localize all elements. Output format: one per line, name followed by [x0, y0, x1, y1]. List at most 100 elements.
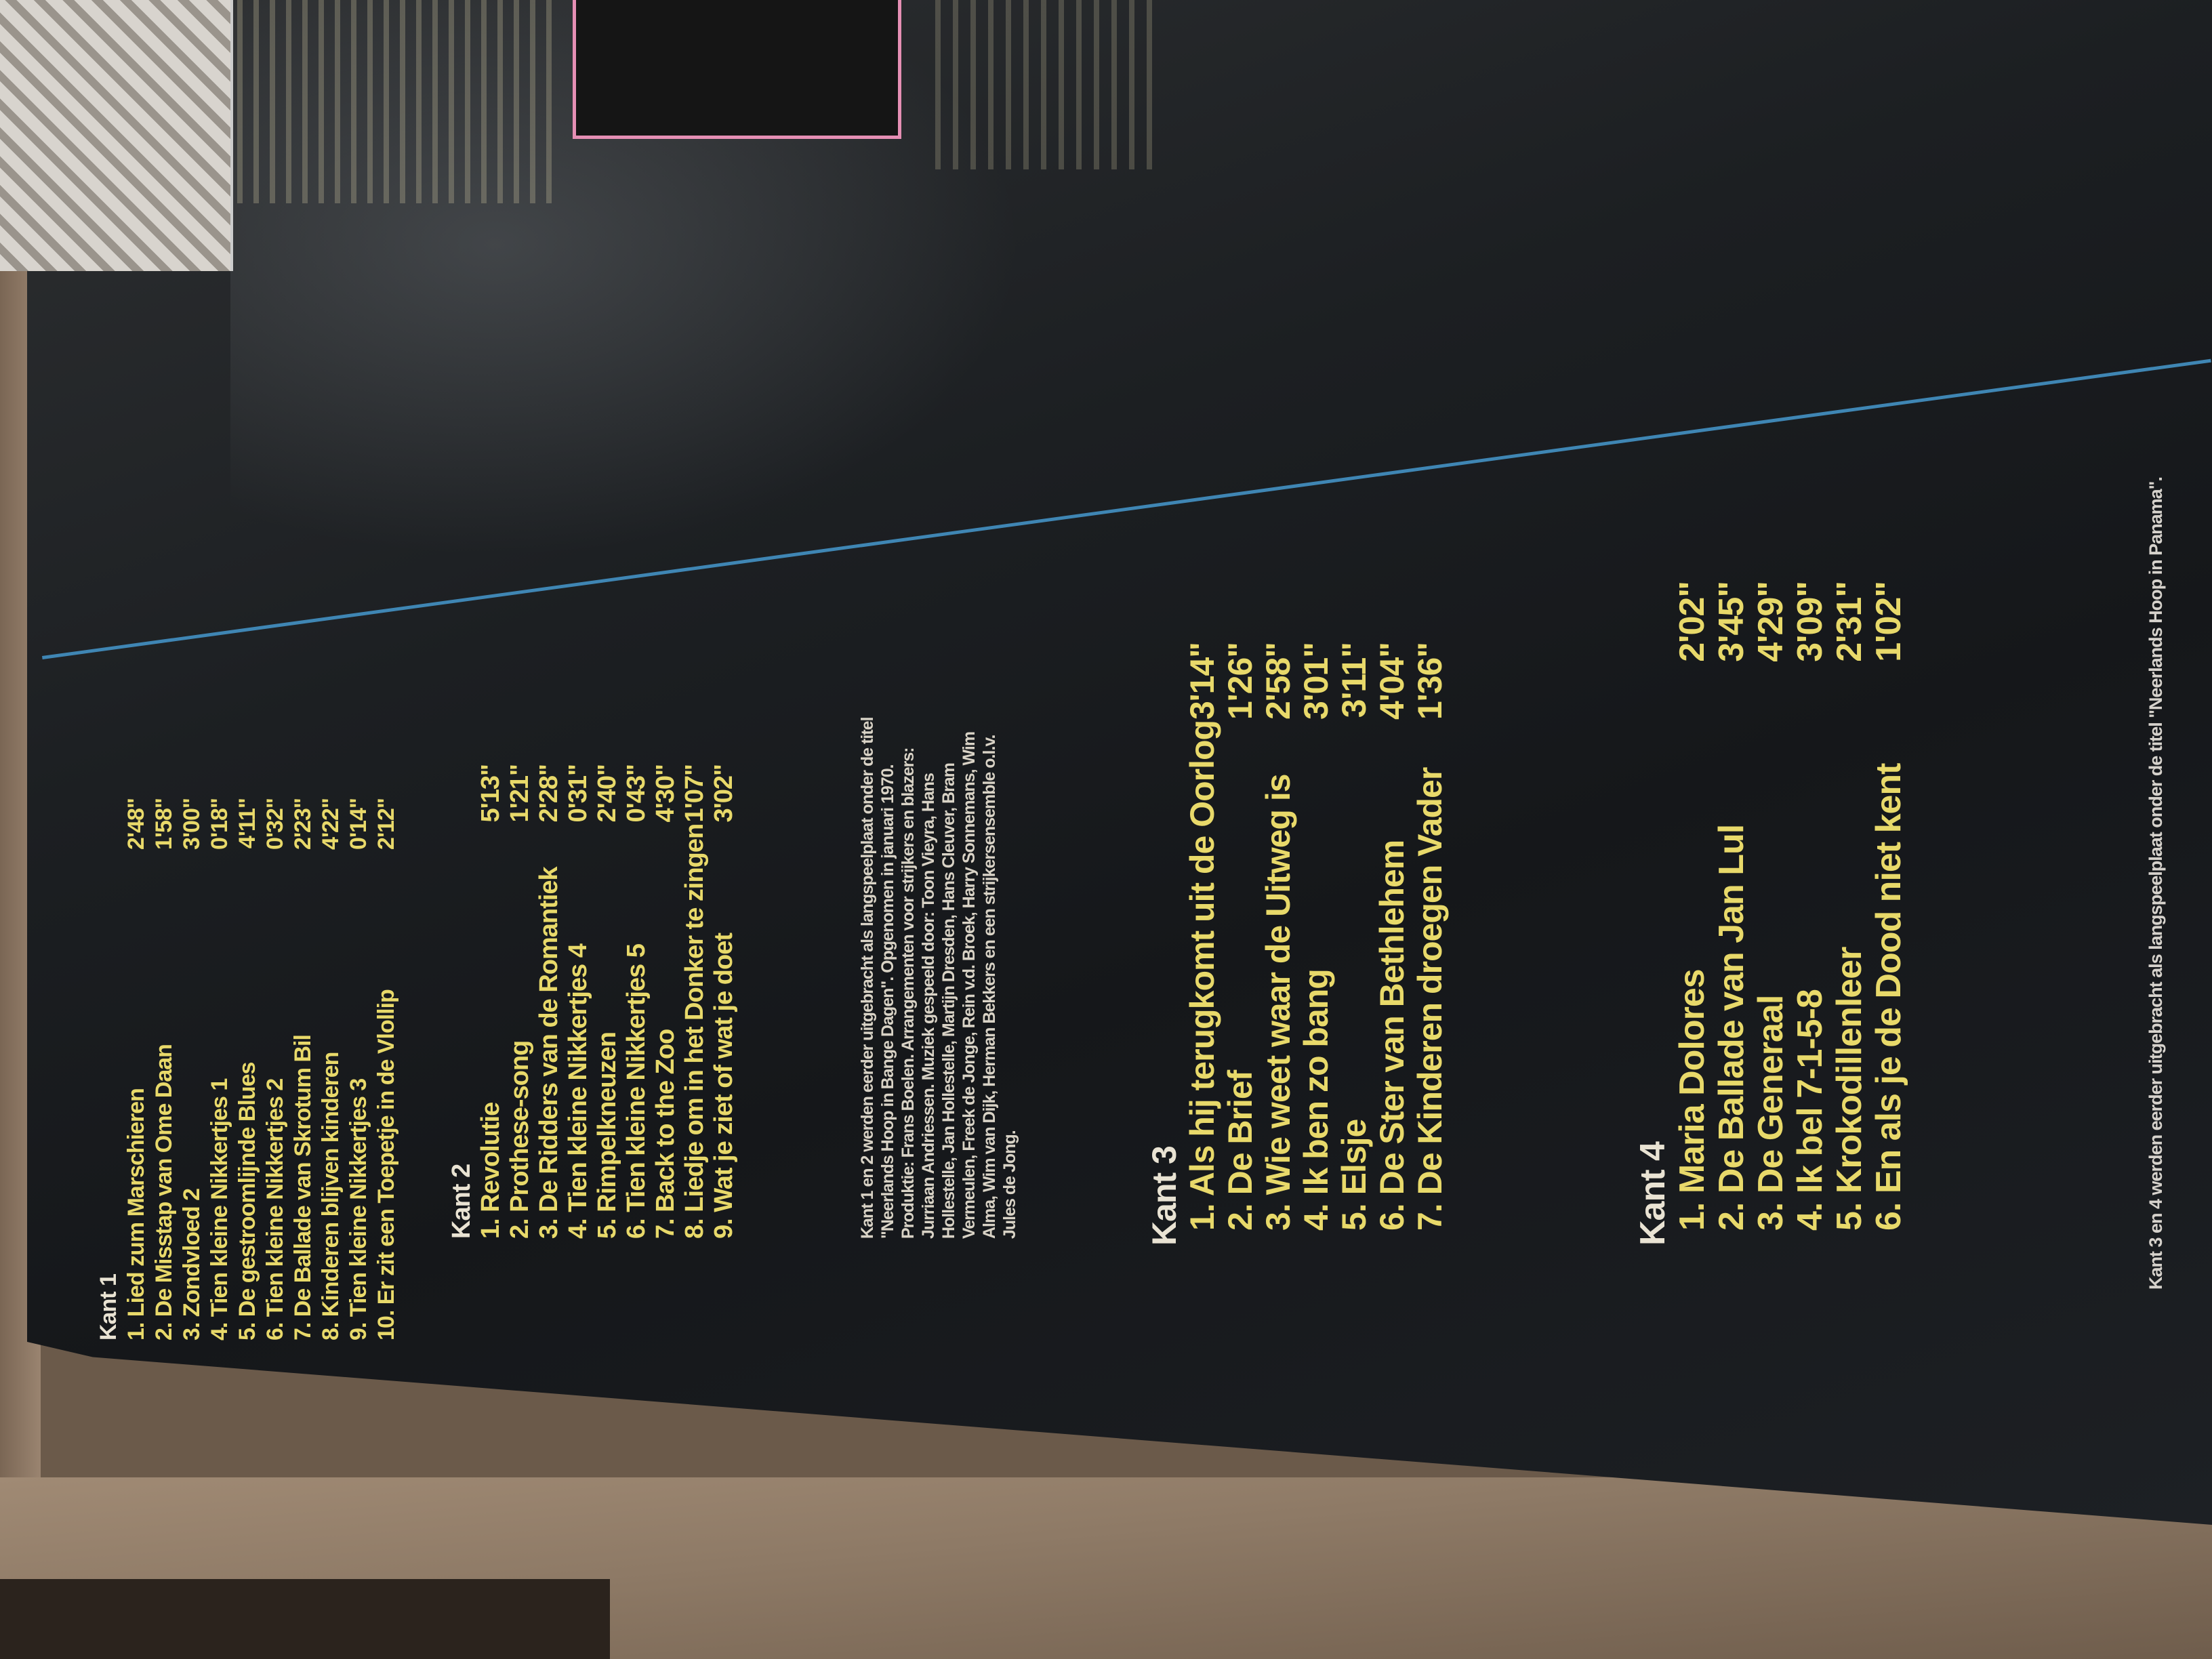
track-duration: 2'40" — [593, 764, 621, 823]
track-duration: 0'18" — [207, 798, 232, 850]
track-duration: 4'30" — [651, 764, 680, 823]
track-title: 10. Er zit een Toepetje in de Vlollip — [373, 989, 399, 1340]
track-row: 3. De Ridders van de Romantiek 2'28" — [535, 764, 564, 1239]
track-row: 4. Ik ben zo bang 3'01" — [1297, 642, 1335, 1246]
track-duration: 3'45" — [1712, 581, 1751, 662]
side-heading: Kant 2 — [447, 1164, 476, 1239]
track-duration: 3'09" — [1790, 581, 1830, 662]
track-title: 1. Revolutie — [476, 1102, 505, 1239]
track-duration: 0'31" — [564, 764, 592, 823]
dark-floor — [0, 1579, 610, 1659]
track-title: 7. Back to the Zoo — [651, 1029, 680, 1239]
release-note: Kant 3 en 4 werden eerder uitgebracht al… — [2146, 477, 2166, 1290]
track-duration: 2'28" — [535, 764, 563, 823]
track-row: 3. Zondvloed 2 3'00" — [178, 798, 206, 1340]
track-title: 3. Zondvloed 2 — [179, 1188, 205, 1340]
side-heading: Kant 1 — [96, 1274, 121, 1340]
track-row: 7. De Ballade van Skrotum Bil 2'23" — [289, 798, 317, 1340]
track-row: 2. Prothese-song 1'21" — [506, 764, 535, 1239]
track-title: 2. De Brief — [1221, 1070, 1259, 1231]
track-duration: 2'31" — [1830, 581, 1869, 662]
track-duration: 1'07" — [680, 764, 709, 823]
track-row: 2. De Ballade van Jan Lul 3'45" — [1712, 581, 1751, 1246]
side-1: Kant 1 1. Lied zum Marschieren 2'48" 2. De… — [95, 798, 401, 1340]
track-title: 7. De Ballade van Skrotum Bil — [290, 1035, 316, 1340]
track-row: 8. Liedje om in het Donker te zingen 1'07… — [680, 764, 710, 1239]
track-title: 5. Elsje — [1335, 1119, 1373, 1231]
track-row: 4. Tien kleine Nikkertjes 1 0'18" — [206, 798, 234, 1340]
track-duration: 3'02" — [710, 764, 738, 823]
track-title: 6. De Ster van Bethlehem — [1373, 840, 1411, 1231]
track-title: 5. De gestroomlijnde Blues — [234, 1062, 260, 1340]
track-row: 1. Maria Dolores 2'02" — [1673, 581, 1712, 1246]
track-title: 1. Lied zum Marschieren — [123, 1088, 149, 1340]
track-title: 3. De Generaal — [1751, 995, 1790, 1231]
track-title: 4. Ik ben zo bang — [1297, 969, 1335, 1231]
track-row: 1. Revolutie 5'13" — [476, 764, 506, 1239]
track-row: 8. Kinderen blijven kinderen 4'22" — [317, 798, 345, 1340]
track-duration: 5'13" — [476, 764, 505, 823]
track-duration: 1'26" — [1221, 642, 1259, 720]
track-duration: 3'14" — [1183, 642, 1221, 720]
track-duration: 3'01" — [1297, 642, 1335, 720]
inset-text-column — [237, 0, 562, 203]
track-title: 2. De Ballade van Jan Lul — [1712, 824, 1751, 1231]
track-title: 8. Liedje om in het Donker te zingen — [680, 823, 709, 1239]
inset-text-column-right — [935, 0, 1152, 169]
track-duration: 1'36" — [1411, 642, 1449, 720]
track-row: 3. Wie weet waar de Uitweg is 2'58" — [1259, 642, 1297, 1246]
inset-framed-image — [573, 0, 901, 139]
side-3: Kant 3 1. Als hij terugkomt uit de Oorlo… — [1145, 642, 1449, 1246]
track-duration: 2'12" — [373, 798, 399, 850]
side-heading: Kant 4 — [1633, 1142, 1673, 1246]
track-title: 9. Tien kleine Nikkertjes 3 — [346, 1078, 371, 1340]
track-title: 1. Maria Dolores — [1673, 969, 1712, 1231]
track-duration: 2'23" — [290, 798, 316, 850]
track-title: 1. Als hij terugkomt uit de Oorlog — [1183, 720, 1221, 1231]
track-title: 6. En als je de Dood niet kent — [1869, 763, 1908, 1231]
track-title: 6. Tien kleine Nikkertjes 2 — [262, 1078, 288, 1340]
track-title: 7. De Kinderen droegen Vader — [1411, 767, 1449, 1231]
track-row: 3. De Generaal 4'29" — [1751, 581, 1790, 1246]
track-row: 9. Tien kleine Nikkertjes 3 0'14" — [345, 798, 373, 1340]
track-title: 4. Tien kleine Nikkertjes 4 — [564, 944, 592, 1239]
track-duration: 1'58" — [151, 798, 177, 850]
track-row: 5. Rimpelkneuzen 2'40" — [593, 764, 622, 1239]
track-duration: 4'04" — [1373, 642, 1411, 720]
track-title: 5. Krokodillenleer — [1830, 947, 1869, 1231]
track-title: 4. Tien kleine Nikkertjes 1 — [207, 1078, 232, 1340]
track-row: 2. De Misstap van Ome Daan 1'58" — [150, 798, 178, 1340]
track-title: 2. De Misstap van Ome Daan — [151, 1044, 177, 1340]
track-duration: 2'48" — [123, 798, 149, 850]
track-title: 3. De Ridders van de Romantiek — [535, 867, 563, 1239]
track-duration: 0'32" — [262, 798, 288, 850]
track-row: 6. Tien kleine Nikkertjes 2 0'32" — [262, 798, 289, 1340]
track-duration: 2'02" — [1673, 581, 1712, 662]
credits-text: Kant 1 en 2 werden eerder uitgebracht al… — [858, 717, 1019, 1239]
inset-album-cover-image — [0, 0, 233, 271]
track-row: 6. En als je de Dood niet kent 1'02" — [1869, 581, 1908, 1246]
track-row: 7. De Kinderen droegen Vader 1'36" — [1411, 642, 1449, 1246]
track-title: 2. Prothese-song — [506, 1040, 534, 1239]
side-4: Kant 4 1. Maria Dolores 2'02" 2. De Ballad… — [1633, 581, 1908, 1246]
track-row: 5. Krokodillenleer 2'31" — [1830, 581, 1869, 1246]
track-title: 8. Kinderen blijven kinderen — [318, 1052, 344, 1340]
track-duration: 3'11" — [1335, 642, 1373, 718]
track-title: 9. Wat je ziet of wat je doet — [710, 933, 738, 1239]
track-row: 5. Elsje 3'11" — [1335, 642, 1373, 1246]
side-heading: Kant 3 — [1145, 1146, 1183, 1246]
track-title: 3. Wie weet waar de Uitweg is — [1259, 774, 1297, 1231]
track-title: 5. Rimpelkneuzen — [593, 1032, 621, 1239]
track-row: 6. Tien kleine Nikkertjes 5 0'43" — [622, 764, 651, 1239]
side-2: Kant 2 1. Revolutie 5'13" 2. Prothese-song… — [447, 764, 739, 1239]
track-row: 1. Als hij terugkomt uit de Oorlog 3'14" — [1183, 642, 1221, 1246]
track-row: 7. Back to the Zoo 4'30" — [651, 764, 680, 1239]
track-row: 2. De Brief 1'26" — [1221, 642, 1259, 1246]
track-row: 1. Lied zum Marschieren 2'48" — [123, 798, 150, 1340]
track-duration: 1'21" — [506, 764, 534, 823]
track-row: 5. De gestroomlijnde Blues 4'11" — [234, 798, 262, 1340]
track-title: 4. Ik bel 7-1-5-8 — [1790, 989, 1830, 1231]
track-row: 6. De Ster van Bethlehem 4'04" — [1373, 642, 1411, 1246]
track-duration: 4'11" — [234, 798, 260, 849]
